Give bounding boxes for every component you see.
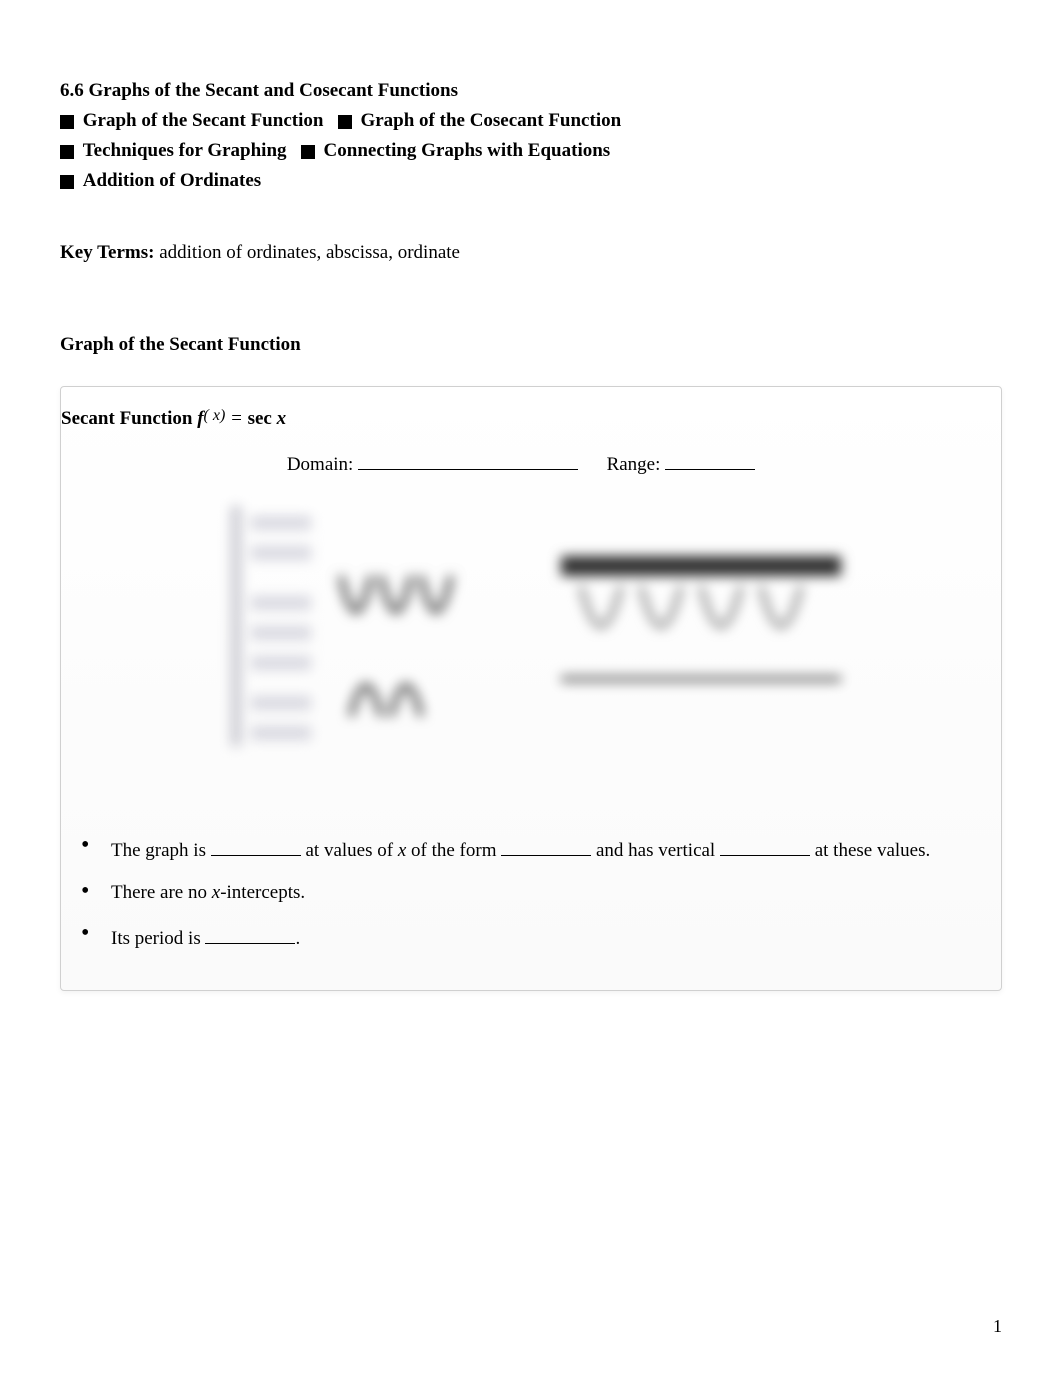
subtopic-1b: Graph of the Cosecant Function: [360, 110, 621, 131]
bullet-list: The graph is at values of x of the form …: [61, 836, 981, 950]
b1-x: x: [398, 840, 406, 861]
secant-graph-left: [181, 496, 501, 756]
subtopic-line-1: Graph of the Secant Function Graph of th…: [60, 110, 1002, 132]
subtopic-line-3: Addition of Ordinates: [60, 170, 1002, 192]
subtopic-1a: Graph of the Secant Function: [83, 110, 324, 131]
section-title: 6.6 Graphs of the Secant and Cosecant Fu…: [60, 80, 1002, 102]
function-sec: sec: [248, 408, 277, 429]
b1-t3: of the form: [406, 840, 501, 861]
secant-graph-right: [541, 496, 861, 756]
b2-x: x: [212, 882, 220, 903]
b1-blank2: [501, 836, 591, 856]
range-label: Range:: [607, 454, 666, 475]
domain-blank: [358, 450, 578, 470]
b1-t4: and has vertical: [591, 840, 720, 861]
function-label: Secant Function: [61, 408, 197, 429]
b1-t2: at values of: [301, 840, 398, 861]
bullet-2: There are no x-intercepts.: [81, 882, 981, 904]
domain-range-row: Domain: Range:: [61, 450, 981, 476]
bullet-square-icon: [60, 175, 74, 189]
key-terms-text: addition of ordinates, abscissa, ordinat…: [154, 242, 460, 263]
domain-label: Domain:: [287, 454, 358, 475]
b1-blank3: [720, 836, 810, 856]
b3-blank: [205, 924, 295, 944]
subtopic-line-2: Techniques for Graphing Connecting Graph…: [60, 140, 1002, 162]
b3-t2: .: [295, 928, 300, 949]
b2-t1: There are no: [111, 882, 212, 903]
subtopic-2a: Techniques for Graphing: [83, 140, 287, 161]
b1-t5: at these values.: [810, 840, 930, 861]
key-terms: Key Terms: addition of ordinates, abscis…: [60, 242, 1002, 264]
bullet-square-icon: [60, 145, 74, 159]
range-blank: [665, 450, 755, 470]
function-title: Secant Function f( x) = sec x: [61, 407, 981, 430]
function-x: x: [277, 408, 287, 429]
function-paren-x: ( x): [204, 407, 226, 424]
bullet-3: Its period is .: [81, 924, 981, 950]
graphs-row: [61, 496, 981, 756]
b3-t1: Its period is: [111, 928, 205, 949]
b1-t1: The graph is: [111, 840, 211, 861]
function-eq: =: [230, 408, 248, 429]
document-page: 6.6 Graphs of the Secant and Cosecant Fu…: [0, 0, 1062, 1377]
bullet-1: The graph is at values of x of the form …: [81, 836, 981, 862]
secant-function-box: Secant Function f( x) = sec x Domain: Ra…: [60, 386, 1002, 991]
bullet-square-icon: [60, 115, 74, 129]
key-terms-label: Key Terms:: [60, 242, 154, 263]
b1-blank1: [211, 836, 301, 856]
bullet-square-icon: [338, 115, 352, 129]
graph-svg-left: [181, 496, 501, 756]
subtopic-3a: Addition of Ordinates: [83, 170, 261, 191]
subsection-heading: Graph of the Secant Function: [60, 334, 1002, 356]
graph-svg-right: [541, 496, 861, 756]
page-number: 1: [993, 1316, 1002, 1337]
bullet-square-icon: [301, 145, 315, 159]
subtopic-2b: Connecting Graphs with Equations: [324, 140, 611, 161]
b2-t2: -intercepts.: [220, 882, 305, 903]
